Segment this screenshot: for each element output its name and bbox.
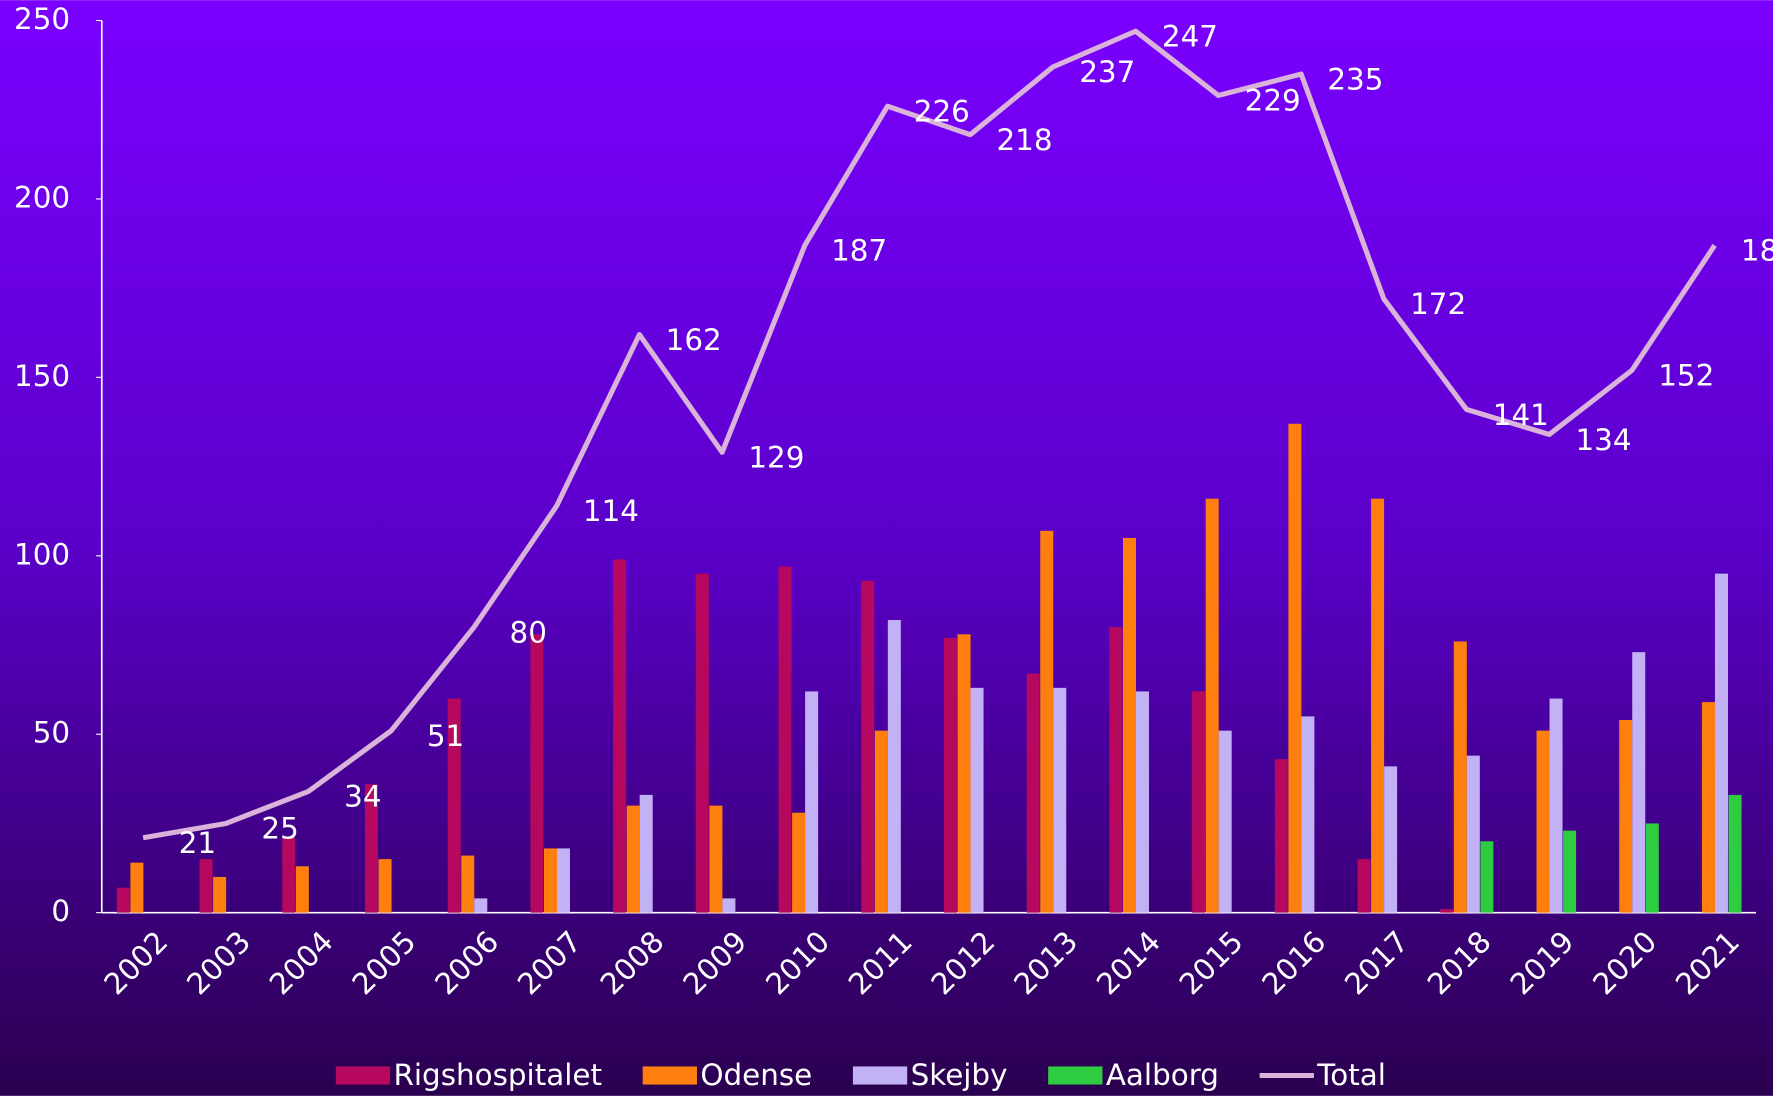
data-label: 134 [1575, 423, 1631, 457]
bar [639, 794, 653, 913]
bar [970, 687, 984, 913]
data-label: 187 [1741, 234, 1773, 268]
bar [1701, 702, 1715, 913]
bar [364, 784, 378, 913]
bar [1563, 830, 1577, 913]
bar [861, 580, 875, 913]
legend-swatch [335, 1066, 391, 1085]
bar [1453, 641, 1467, 913]
bar [805, 691, 819, 913]
bar [461, 855, 475, 913]
legend-label: Skejby [911, 1058, 1008, 1092]
data-label: 247 [1162, 20, 1218, 54]
data-label: 80 [510, 615, 547, 649]
bar [295, 866, 309, 913]
data-label: 235 [1327, 62, 1383, 96]
y-tick-label: 200 [14, 180, 70, 214]
bar [1053, 687, 1067, 913]
bar [1632, 652, 1646, 913]
bar [447, 698, 461, 913]
y-tick-label: 150 [14, 359, 70, 393]
bar [1288, 423, 1302, 913]
bar [1728, 794, 1742, 913]
bar [1274, 759, 1288, 913]
data-label: 162 [666, 323, 722, 357]
data-label: 237 [1079, 55, 1135, 89]
bar [1040, 530, 1054, 913]
legend-swatch [1048, 1066, 1103, 1085]
bar [1301, 716, 1315, 913]
bar [213, 876, 227, 913]
bar [1549, 698, 1563, 913]
bar [1371, 498, 1385, 913]
bar [1357, 859, 1371, 913]
data-label: 141 [1493, 398, 1549, 432]
bar [199, 859, 213, 913]
bar [1466, 755, 1480, 913]
data-label: 21 [179, 826, 216, 860]
bar [1109, 627, 1123, 913]
data-label: 51 [427, 719, 464, 753]
bar [1536, 730, 1550, 913]
bar [530, 634, 544, 913]
legend-label: Total [1316, 1058, 1386, 1092]
bar [943, 637, 957, 913]
bar [543, 848, 557, 913]
data-label: 152 [1658, 359, 1714, 393]
data-label: 172 [1410, 287, 1466, 321]
data-label: 129 [748, 441, 804, 475]
data-label: 226 [914, 94, 970, 128]
bar [722, 898, 736, 913]
data-label: 229 [1245, 84, 1301, 118]
data-label: 187 [831, 234, 887, 268]
bar [1619, 719, 1633, 913]
bar [1122, 537, 1136, 913]
bar [957, 634, 971, 913]
bar [613, 559, 627, 913]
bar [556, 848, 570, 913]
y-tick-label: 100 [14, 537, 70, 571]
bar [378, 859, 392, 913]
bar [1192, 691, 1206, 913]
bar [1645, 823, 1659, 913]
bar [626, 805, 640, 913]
y-tick-label: 0 [51, 894, 70, 928]
bar [1135, 691, 1149, 913]
data-label: 114 [583, 494, 639, 528]
bar [282, 837, 296, 913]
bar [887, 620, 901, 913]
data-label: 218 [996, 123, 1052, 157]
bar [130, 862, 144, 913]
bar [709, 805, 723, 913]
bar [1480, 841, 1494, 913]
bar [1714, 573, 1728, 913]
bar [1026, 673, 1040, 913]
bar [116, 887, 130, 913]
line [142, 28, 1717, 841]
y-tick-label: 250 [14, 2, 70, 36]
legend-label: Odense [700, 1058, 812, 1092]
data-label: 34 [344, 780, 381, 814]
bar [874, 730, 888, 913]
bar [1440, 909, 1454, 913]
legend-label: Rigshospitalet [393, 1058, 602, 1092]
y-tick-label: 50 [33, 716, 70, 750]
bar [1384, 766, 1398, 913]
bar [778, 566, 792, 913]
bar [1205, 498, 1219, 913]
legend-swatch [852, 1066, 908, 1085]
bar [695, 573, 709, 913]
legend-swatch [642, 1066, 697, 1085]
legend-label: Aalborg [1106, 1058, 1219, 1092]
bar [792, 812, 806, 913]
bar [474, 898, 488, 913]
data-label: 25 [261, 812, 298, 846]
bar [1218, 730, 1232, 913]
